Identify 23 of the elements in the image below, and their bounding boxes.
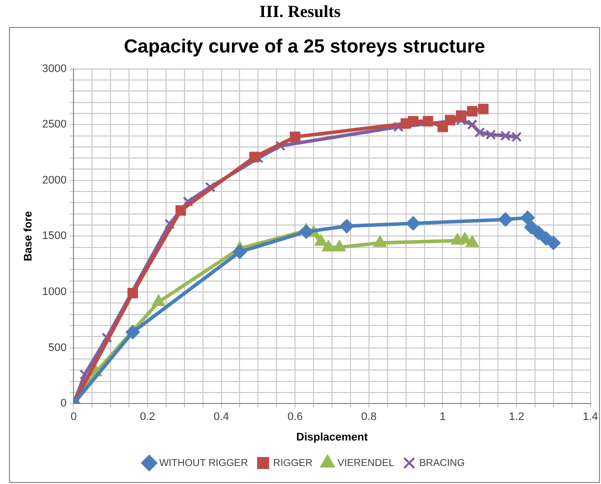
y-tick-label: 0 [60,398,67,410]
x-tick-label: 1 [440,411,446,424]
x-tick-label: 0.2 [140,411,156,424]
y-tick-label: 3000 [42,62,67,75]
x-tick-label: 0.4 [214,411,229,424]
text: III. Results [259,2,341,21]
y-tick-label: 1500 [42,230,67,242]
legend-label: RIGGER [273,458,313,469]
x-tick-label: 0.6 [287,411,303,424]
y-axis-title: Base fore [22,211,35,262]
x-axis-title: Displacement [296,431,368,444]
x-tick-label: 1.4 [582,411,598,424]
legend-label: BRACING [419,458,466,469]
x-tick-label: 0 [70,411,77,424]
legend-label: VIERENDEL [338,458,395,469]
y-tick-label: 2500 [42,118,67,131]
x-tick-label: 0.8 [361,411,377,424]
x-tick-label: 1.2 [508,411,524,424]
legend-label: WITHOUT RIGGER [159,458,248,469]
y-tick-label: 1000 [42,286,67,298]
y-tick-label: 2000 [42,174,67,186]
y-tick-label: 500 [48,342,67,354]
chart-title: Capacity curve of a 25 storeys structure [124,36,486,58]
